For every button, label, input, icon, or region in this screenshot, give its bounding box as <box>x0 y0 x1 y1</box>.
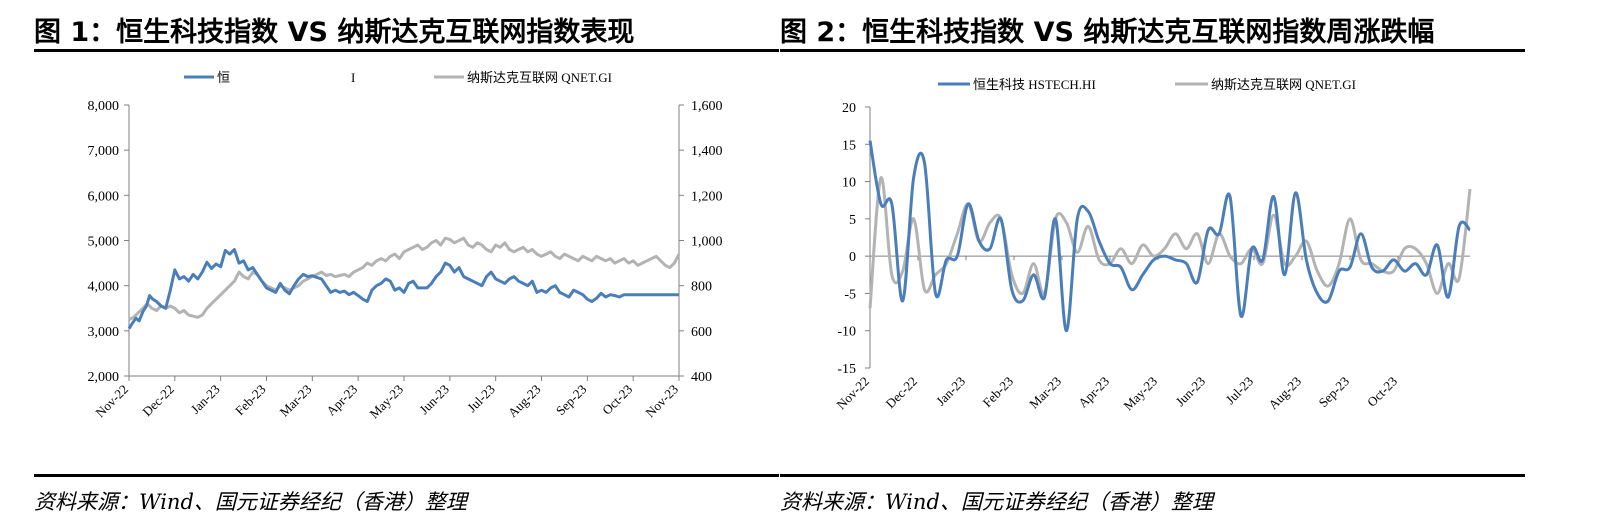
x-tick-label: Jul-23 <box>1223 374 1257 408</box>
x-tick-label: Jun-23 <box>416 382 452 418</box>
right-y-tick-label: 1,600 <box>691 99 723 114</box>
right-y-tick-label: 400 <box>691 370 712 385</box>
hstech-weekly-line <box>868 140 1472 333</box>
figure-2-source: 资料来源：Wind、国元证券经纪（香港）整理 <box>780 490 1213 514</box>
x-tick-label: Feb-23 <box>232 382 269 419</box>
left-y-tick-label: 4,000 <box>88 280 120 295</box>
y-tick-label: 5 <box>849 213 856 228</box>
x-tick-label: May-23 <box>366 382 406 422</box>
x-tick-label: Aug-23 <box>505 382 544 421</box>
legend-label-qnet: 纳斯达克互联网 QNET.GI <box>467 70 612 85</box>
figure-1-title: 图 1：恒生科技指数 VS 纳斯达克互联网指数表现 <box>34 17 635 48</box>
right-y-tick-label: 1,000 <box>691 235 723 250</box>
x-tick-label: Aug-23 <box>1265 374 1304 413</box>
y-tick-label: -5 <box>844 287 856 302</box>
right-y-tick-label: 600 <box>691 325 712 340</box>
x-tick-label: Oct-23 <box>1364 374 1400 410</box>
x-tick-label: Nov-22 <box>92 382 131 421</box>
chart-2-weekly-change: -15 -10 -5 0 5 10 15 20 Nov-22 Dec-22 Jan-23 Feb-23… <box>833 77 1472 414</box>
x-tick-label: Sep-23 <box>1315 374 1352 411</box>
x-tick-label: Mar-23 <box>276 382 314 420</box>
y-tick-label: -10 <box>837 325 856 340</box>
left-y-tick-label: 6,000 <box>88 189 120 204</box>
y-tick-label: 10 <box>842 176 856 191</box>
y-tick-label: 20 <box>842 101 856 116</box>
x-tick-label: Mar-23 <box>1026 374 1064 412</box>
left-y-tick-label: 8,000 <box>88 99 120 114</box>
x-tick-label: Dec-22 <box>882 374 920 412</box>
x-tick-label: Nov-23 <box>642 382 681 421</box>
x-tick-label: Sep-23 <box>553 382 590 419</box>
y-tick-label: 15 <box>842 138 856 153</box>
left-y-tick-label: 7,000 <box>88 144 120 159</box>
qnet-line <box>128 236 681 321</box>
y-tick-label: -15 <box>837 362 856 377</box>
x-tick-label: Nov-22 <box>833 374 872 413</box>
figure-1-source: 资料来源：Wind、国元证券经纪（香港）整理 <box>34 490 467 514</box>
figure-2-bottom-rule <box>780 474 1525 477</box>
x-tick-label: Dec-22 <box>139 382 177 420</box>
left-y-tick-label: 5,000 <box>88 235 120 250</box>
y-tick-label: 0 <box>849 250 856 265</box>
x-tick-label: Jan-23 <box>933 374 968 409</box>
legend-label-fragment: I <box>351 70 355 85</box>
x-tick-label: Oct-23 <box>599 382 635 418</box>
x-tick-label: Jul-23 <box>464 382 498 416</box>
x-tick-label: Apr-23 <box>1075 374 1112 411</box>
legend-label-qnet: 纳斯达克互联网 QNET.GI <box>1211 77 1356 92</box>
figure-1-bottom-rule <box>34 474 779 477</box>
left-y-tick-label: 3,000 <box>88 325 120 340</box>
legend-label-hstech: 恒 <box>217 70 230 85</box>
right-y-tick-label: 1,400 <box>691 144 723 159</box>
x-tick-label: Jan-23 <box>188 382 223 417</box>
x-tick-label: Feb-23 <box>979 374 1016 411</box>
x-tick-label: Jun-23 <box>1172 374 1208 410</box>
chart-1-hstech-vs-qnet-performance: 2,000 3,000 4,000 5,000 6,000 7,000 8,000 400 60… <box>88 70 723 422</box>
figure-2-title-rule <box>780 49 1525 52</box>
hstech-line <box>127 248 679 330</box>
right-y-tick-label: 1,200 <box>691 189 723 204</box>
x-tick-label: May-23 <box>1120 374 1160 414</box>
left-y-tick-label: 2,000 <box>88 370 120 385</box>
figure-1-title-rule <box>34 49 779 52</box>
x-tick-label: Apr-23 <box>323 382 360 419</box>
right-y-tick-label: 800 <box>691 280 712 295</box>
legend-label-hstech: 恒生科技 HSTECH.HI <box>973 77 1096 92</box>
figure-2-title: 图 2：恒生科技指数 VS 纳斯达克互联网指数周涨跌幅 <box>780 17 1435 48</box>
